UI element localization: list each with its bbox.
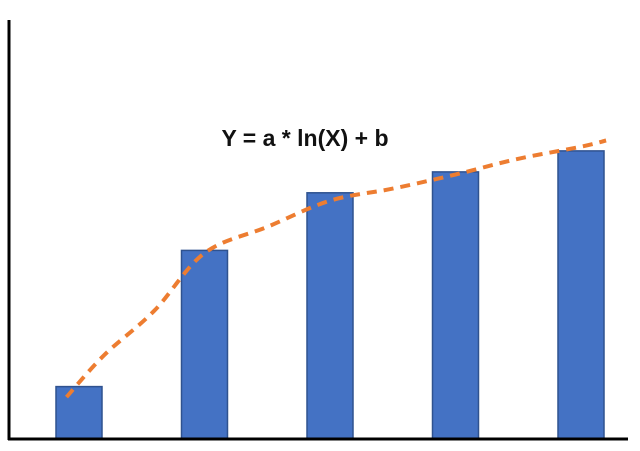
formula-annotation: Y = a * ln(X) + b (221, 125, 388, 151)
bar-5 (557, 150, 605, 440)
bar-4 (431, 171, 480, 440)
bar-3 (306, 192, 354, 440)
trendline (65, 138, 607, 399)
bar-2 (180, 249, 229, 440)
bar-1 (55, 385, 103, 440)
bars (55, 150, 605, 440)
